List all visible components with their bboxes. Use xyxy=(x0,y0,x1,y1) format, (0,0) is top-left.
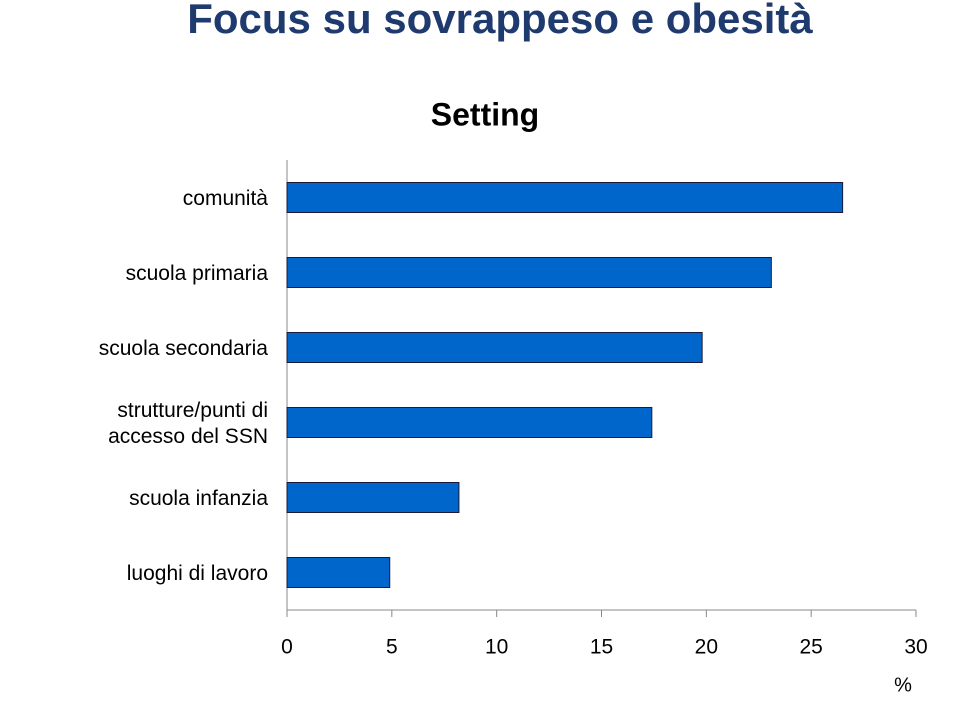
bar xyxy=(286,257,772,288)
x-tick-label: 25 xyxy=(799,636,822,659)
x-axis-label: % xyxy=(894,674,912,696)
page-title: Focus su sovrappeso e obesità xyxy=(187,0,813,42)
y-tick-label: luoghi di lavoro xyxy=(126,561,268,585)
y-tick-label: comunità xyxy=(182,186,268,210)
bar xyxy=(286,557,391,588)
x-tick-label: 10 xyxy=(485,636,508,659)
chart-title: Setting xyxy=(431,96,539,132)
x-tick-label: 15 xyxy=(590,636,613,659)
x-tick-label: 30 xyxy=(904,636,927,659)
y-tick-label: scuola primaria xyxy=(125,261,268,285)
bar xyxy=(286,182,844,213)
y-tick-label: strutture/punti di accesso del SSN xyxy=(108,398,268,448)
bar xyxy=(286,482,460,513)
x-tick-label: 5 xyxy=(386,636,398,659)
bar xyxy=(286,332,703,363)
x-tick-label: 0 xyxy=(281,636,293,659)
x-tick-label: 20 xyxy=(695,636,718,659)
y-tick-label: scuola infanzia xyxy=(129,486,268,510)
y-tick-label: scuola secondaria xyxy=(98,336,268,360)
bar xyxy=(286,407,653,438)
